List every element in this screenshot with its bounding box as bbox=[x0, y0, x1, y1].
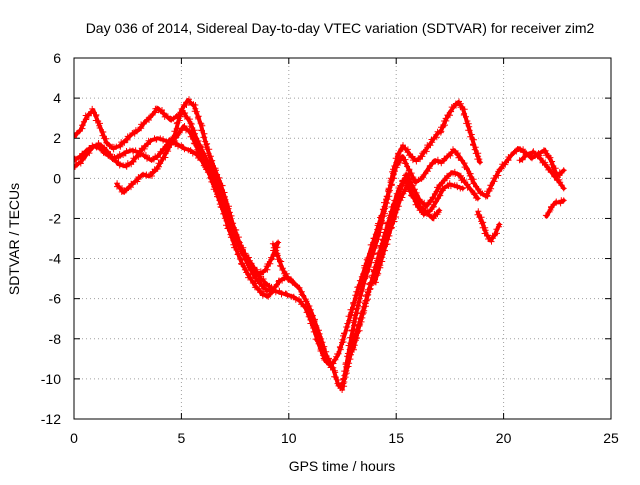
x-tick-label: 20 bbox=[496, 430, 512, 446]
series-track-4 bbox=[114, 96, 282, 278]
series-track-9 bbox=[371, 182, 443, 286]
y-tick-label: -6 bbox=[49, 291, 62, 307]
chart-title: Day 036 of 2014, Sidereal Day-to-day VTE… bbox=[86, 20, 595, 36]
plot-frame bbox=[73, 57, 612, 420]
y-tick-label: 0 bbox=[53, 170, 61, 186]
series-track-10 bbox=[474, 208, 503, 245]
series-markers bbox=[542, 197, 567, 219]
y-tick-label: -12 bbox=[41, 411, 61, 427]
x-tick-label: 0 bbox=[70, 430, 78, 446]
series-markers bbox=[327, 146, 567, 369]
y-tick-label: -10 bbox=[41, 371, 61, 387]
series-markers bbox=[74, 137, 277, 300]
series-track-12 bbox=[516, 148, 567, 192]
y-tick-label: -8 bbox=[49, 331, 62, 347]
data-series bbox=[74, 96, 567, 393]
x-tick-label: 25 bbox=[603, 430, 619, 446]
series-track-11 bbox=[542, 197, 567, 219]
series-markers bbox=[371, 182, 443, 286]
x-tick-labels: 0 5 10 15 20 25 bbox=[70, 430, 619, 446]
y-axis-label: SDTVAR / TECUs bbox=[6, 183, 22, 295]
y-tick-label: 6 bbox=[53, 50, 61, 66]
x-tick-label: 15 bbox=[388, 430, 404, 446]
x-tick-label: 5 bbox=[178, 430, 186, 446]
y-tick-label: 2 bbox=[53, 130, 61, 146]
x-tick-label: 10 bbox=[281, 430, 297, 446]
x-axis-label: GPS time / hours bbox=[289, 458, 396, 474]
y-tick-label: -4 bbox=[49, 251, 62, 267]
y-tick-label: -2 bbox=[49, 210, 62, 226]
series-markers bbox=[516, 148, 567, 192]
series-track-6 bbox=[327, 146, 567, 369]
y-tick-label: 4 bbox=[53, 90, 61, 106]
y-tick-labels: -12 -10 -8 -6 -4 -2 0 2 4 6 bbox=[41, 50, 61, 427]
series-markers bbox=[114, 96, 282, 278]
series-markers bbox=[474, 208, 503, 245]
